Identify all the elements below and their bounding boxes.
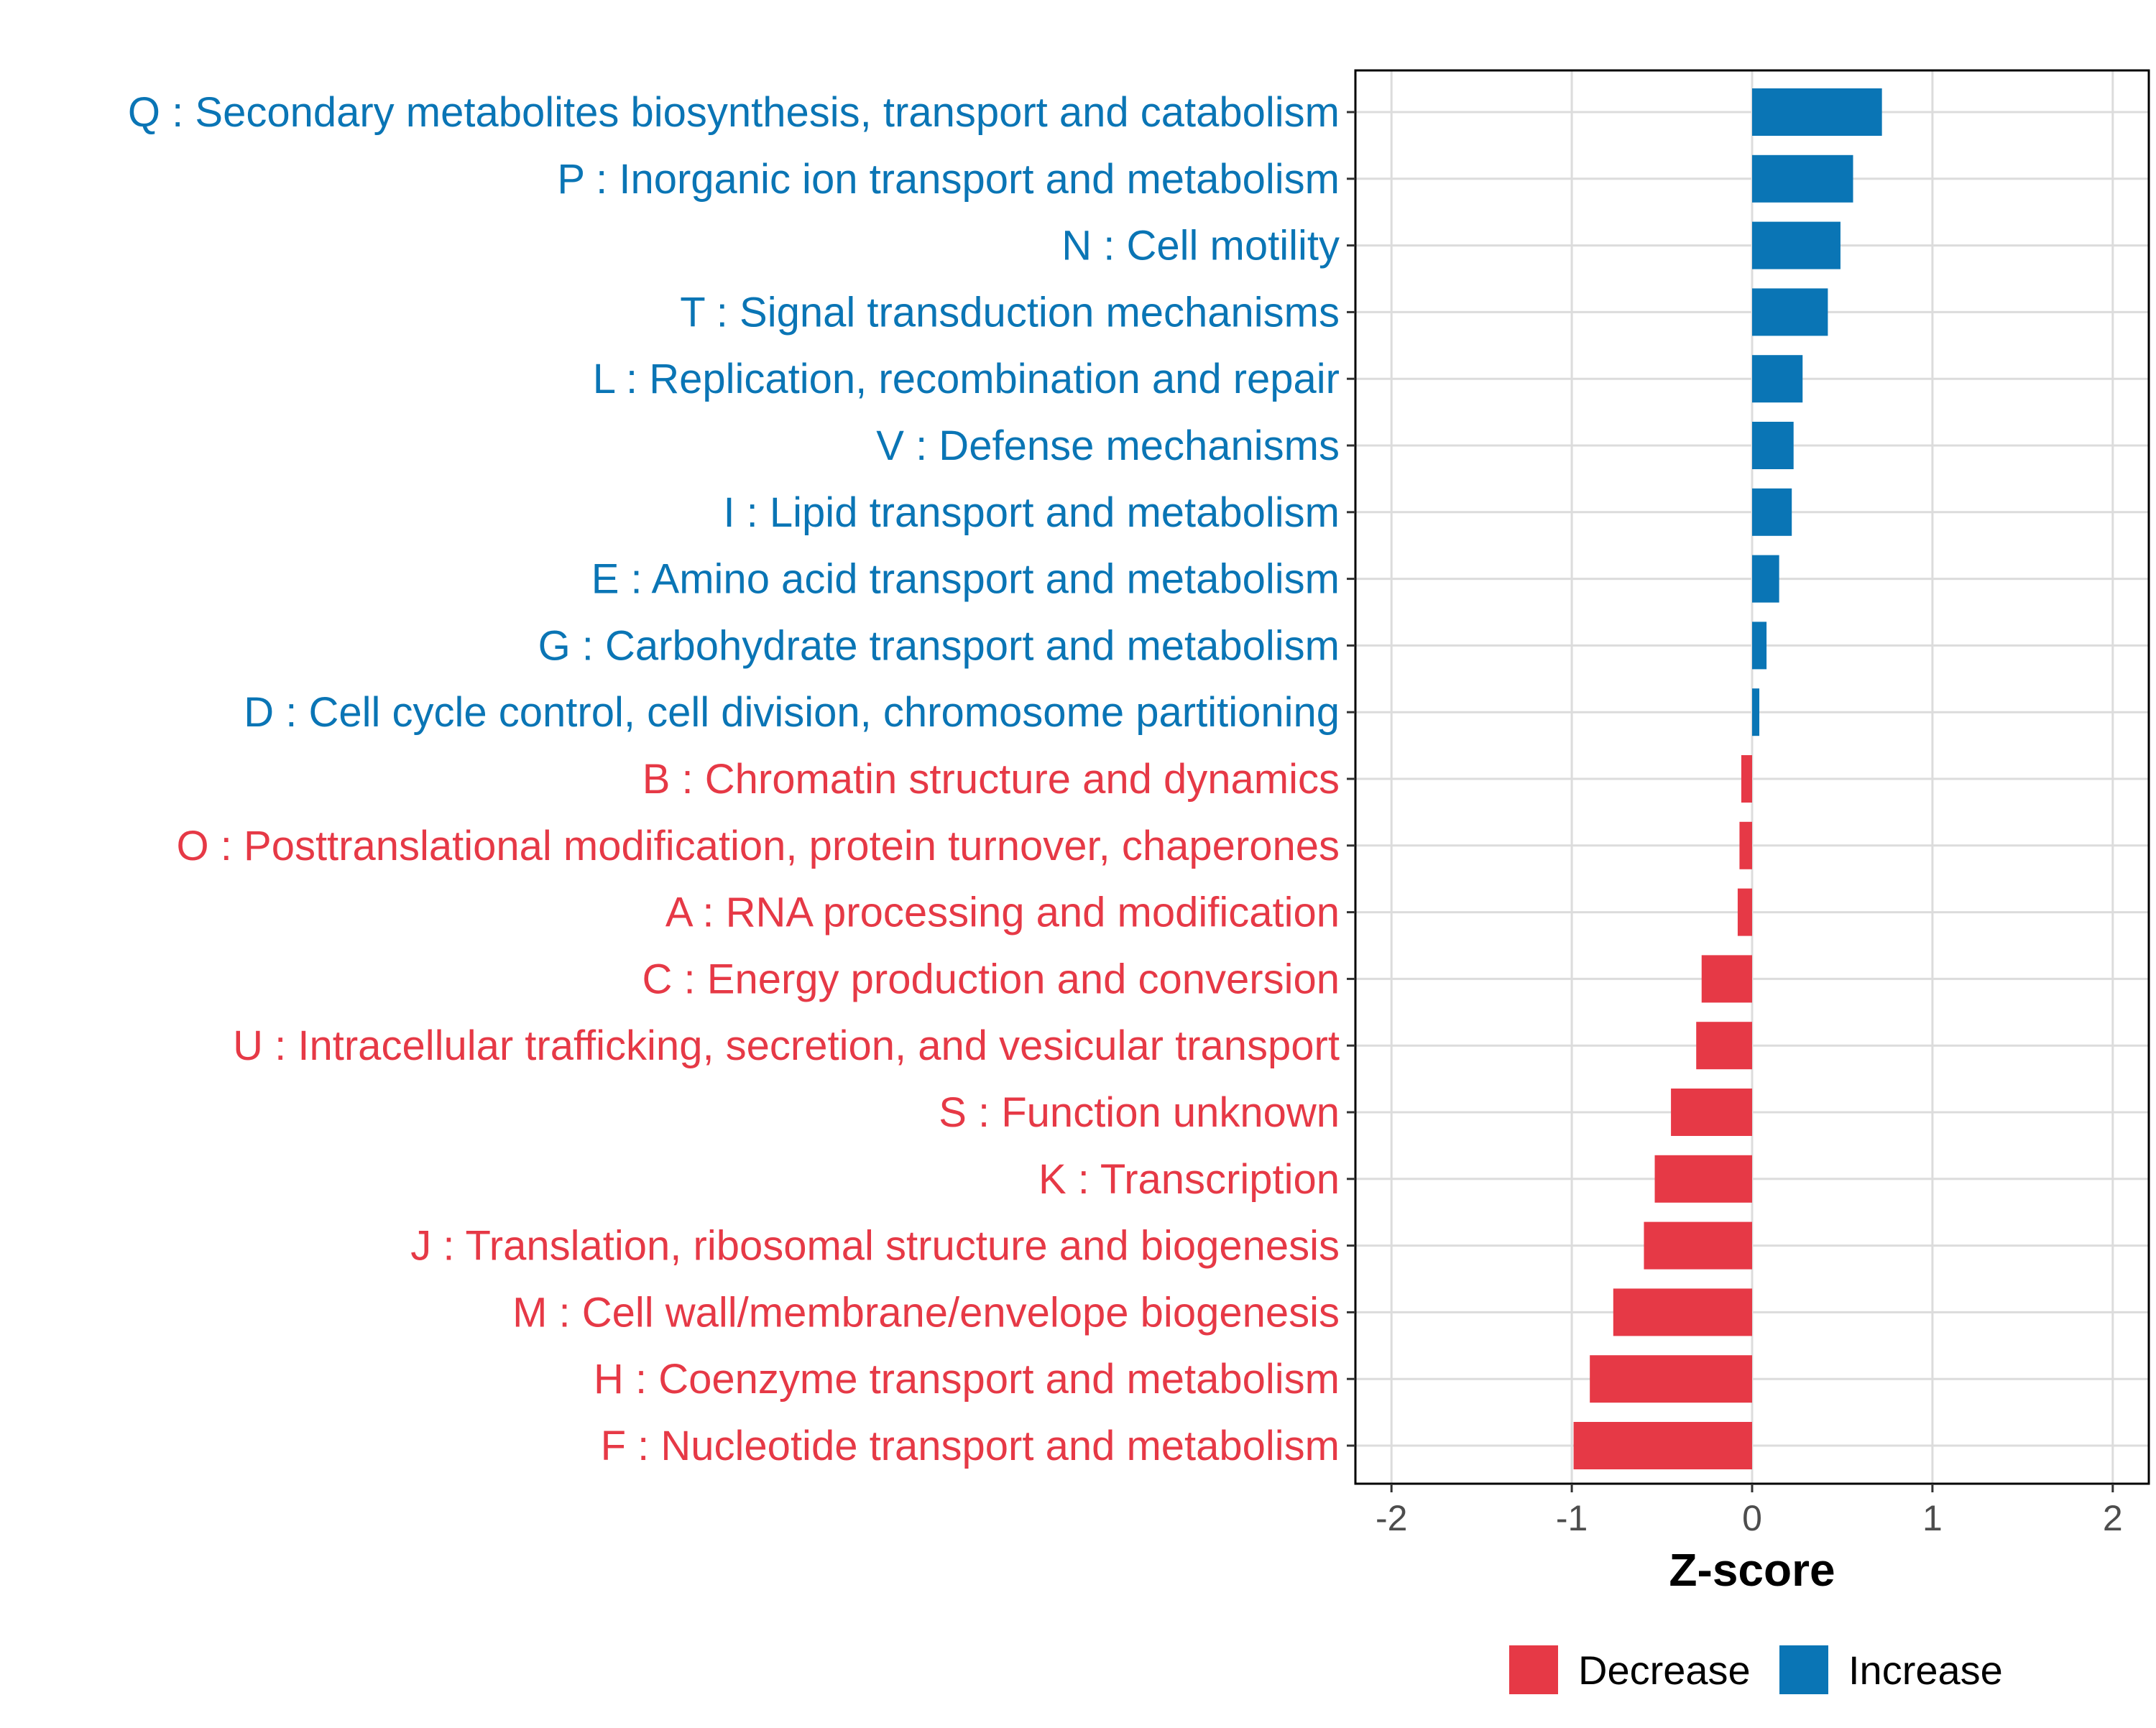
legend-label-increase: Increase [1848, 1648, 2003, 1693]
bar-t [1752, 288, 1828, 336]
category-label-e: E : Amino acid transport and metabolism [591, 556, 1340, 603]
category-label-d: D : Cell cycle control, cell division, c… [244, 689, 1340, 736]
bar-a [1737, 888, 1752, 936]
bar-c [1701, 955, 1752, 1003]
bar-f [1573, 1422, 1752, 1469]
x-axis-title: Z-score [1669, 1544, 1835, 1596]
category-label-v: V : Defense mechanisms [876, 422, 1340, 469]
bar-q [1752, 88, 1882, 136]
bar-j [1644, 1221, 1752, 1270]
category-label-c: C : Energy production and conversion [642, 956, 1340, 1002]
category-label-j: J : Translation, ribosomal structure and… [410, 1223, 1340, 1270]
legend-label-decrease: Decrease [1578, 1648, 1751, 1693]
bar-d [1752, 688, 1760, 736]
bar-o [1739, 821, 1752, 869]
bar-s [1671, 1089, 1752, 1136]
bar-m [1613, 1288, 1752, 1336]
bar-u [1696, 1022, 1752, 1070]
bar-i [1752, 488, 1792, 536]
x-tick-label-1: 1 [1922, 1498, 1943, 1538]
bar-b [1741, 755, 1752, 803]
category-label-l: L : Replication, recombination and repai… [593, 356, 1340, 402]
bar-g [1752, 622, 1767, 670]
category-label-s: S : Function unknown [939, 1089, 1340, 1136]
x-tick-label-1: -1 [1556, 1498, 1588, 1538]
category-label-t: T : Signal transduction mechanisms [680, 289, 1340, 336]
category-label-m: M : Cell wall/membrane/envelope biogenes… [512, 1289, 1340, 1336]
category-label-g: G : Carbohydrate transport and metabolis… [538, 622, 1340, 669]
legend-swatch-decrease [1509, 1645, 1558, 1694]
x-tick-label-2: 2 [2103, 1498, 2123, 1538]
category-label-h: H : Coenzyme transport and metabolism [594, 1356, 1340, 1403]
bar-layer [1573, 88, 1882, 1469]
x-tick-label-2: -2 [1376, 1498, 1407, 1538]
x-tick-layer: -2 -1 0 1 2 [1376, 1484, 2123, 1538]
category-label-u: U : Intracellular trafficking, secretion… [233, 1022, 1340, 1069]
category-label-n: N : Cell motility [1061, 223, 1340, 269]
bar-n [1752, 221, 1841, 269]
bar-v [1752, 422, 1794, 469]
category-label-q: Q : Secondary metabolites biosynthesis, … [128, 89, 1340, 136]
category-label-f: F : Nucleotide transport and metabolism [601, 1423, 1340, 1469]
bar-h [1590, 1355, 1752, 1403]
bar-p [1752, 154, 1853, 203]
category-label-b: B : Chromatin structure and dynamics [642, 756, 1340, 803]
category-label-a: A : RNA processing and modification [665, 890, 1340, 936]
x-tick-label-0: 0 [1742, 1498, 1762, 1538]
y-tick-layer: Q : Secondary metabolites biosynthesis, … [128, 89, 1355, 1469]
legend: Decrease Increase [1509, 1645, 2003, 1694]
bar-l [1752, 355, 1803, 403]
bar-k [1654, 1155, 1752, 1203]
category-label-i: I : Lipid transport and metabolism [723, 489, 1340, 536]
category-label-p: P : Inorganic ion transport and metaboli… [557, 156, 1340, 203]
category-label-k: K : Transcription [1038, 1156, 1340, 1203]
category-label-o: O : Posttranslational modification, prot… [177, 823, 1340, 869]
bar-e [1752, 555, 1779, 603]
legend-swatch-increase [1779, 1645, 1828, 1694]
